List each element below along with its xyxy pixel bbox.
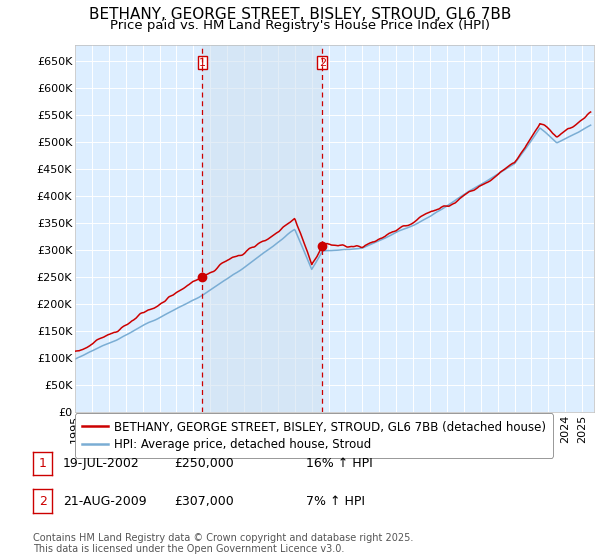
Text: 2: 2 <box>319 58 326 68</box>
Text: £307,000: £307,000 <box>174 494 234 508</box>
Legend: BETHANY, GEORGE STREET, BISLEY, STROUD, GL6 7BB (detached house), HPI: Average p: BETHANY, GEORGE STREET, BISLEY, STROUD, … <box>75 413 553 458</box>
Bar <box>202 45 322 412</box>
Text: BETHANY, GEORGE STREET, BISLEY, STROUD, GL6 7BB: BETHANY, GEORGE STREET, BISLEY, STROUD, … <box>89 7 511 22</box>
Text: 1: 1 <box>38 457 47 470</box>
Text: 19-JUL-2002: 19-JUL-2002 <box>63 457 140 470</box>
Text: 7% ↑ HPI: 7% ↑ HPI <box>306 494 365 508</box>
Text: 2: 2 <box>38 494 47 508</box>
Text: 1: 1 <box>199 58 206 68</box>
Text: 16% ↑ HPI: 16% ↑ HPI <box>306 457 373 470</box>
Text: Price paid vs. HM Land Registry's House Price Index (HPI): Price paid vs. HM Land Registry's House … <box>110 19 490 32</box>
Text: 21-AUG-2009: 21-AUG-2009 <box>63 494 146 508</box>
Text: Contains HM Land Registry data © Crown copyright and database right 2025.
This d: Contains HM Land Registry data © Crown c… <box>33 533 413 554</box>
Text: £250,000: £250,000 <box>174 457 234 470</box>
